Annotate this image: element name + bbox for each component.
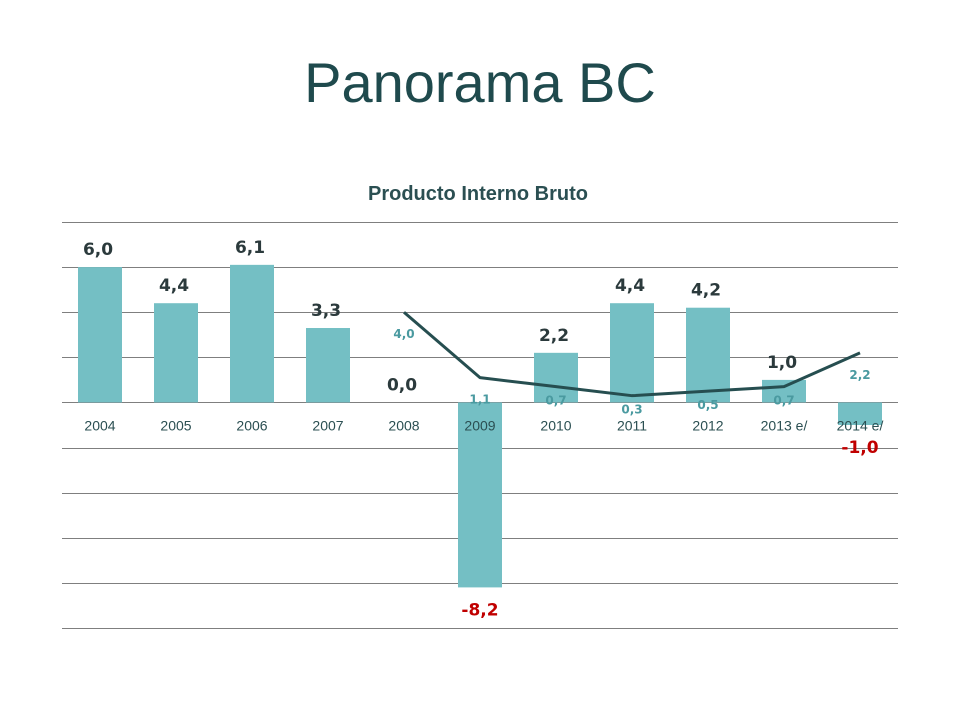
category-label: 2014 e/ xyxy=(837,417,884,433)
bar-value-label: 6,1 xyxy=(235,238,265,258)
bar-value-label: 2,2 xyxy=(539,326,569,346)
bar xyxy=(610,303,654,403)
slide-title: Panorama BC xyxy=(304,51,656,114)
line-value-label: 4,0 xyxy=(393,327,414,341)
line-value-labels: 4,0 1,1 0,7 0,3 0,5 0,7 2,2 xyxy=(393,327,870,416)
category-label: 2005 xyxy=(160,417,191,433)
category-label: 2013 e/ xyxy=(761,417,808,433)
bar-series xyxy=(78,264,882,588)
bar-value-label: 1,0 xyxy=(767,353,797,373)
bar-value-label: -1,0 xyxy=(841,438,878,458)
bar xyxy=(154,303,198,403)
category-labels: 2004 2005 2006 2007 2008 2009 2010 2011 2012 2013… xyxy=(84,417,883,433)
bar xyxy=(306,328,350,403)
category-label: 2004 xyxy=(84,417,115,433)
bar xyxy=(230,264,274,403)
bar xyxy=(838,402,882,425)
category-label: 2011 xyxy=(617,417,647,433)
bar-value-label: 6,0 xyxy=(83,240,113,260)
line-value-label: 0,3 xyxy=(621,403,642,417)
bar-value-label: 0,0 xyxy=(387,375,417,395)
bar-value-label: 4,4 xyxy=(615,276,645,296)
bar-value-label: -8,2 xyxy=(461,600,498,620)
category-label: 2008 xyxy=(388,417,419,433)
line-series xyxy=(403,311,861,398)
line-value-label: 1,1 xyxy=(469,393,490,407)
line-value-label: 0,7 xyxy=(545,394,566,408)
bar xyxy=(762,379,806,403)
category-label: 2006 xyxy=(236,417,267,433)
bar-value-label: 4,2 xyxy=(691,281,721,301)
bar xyxy=(534,352,578,403)
bar-value-label: 4,4 xyxy=(159,276,189,296)
bar xyxy=(458,402,502,588)
category-label: 2012 xyxy=(692,417,723,433)
bar-value-label: 3,3 xyxy=(311,301,341,321)
category-label: 2009 xyxy=(464,417,495,433)
line-path xyxy=(403,311,861,398)
line-value-label: 0,5 xyxy=(697,398,718,412)
line-value-label: 2,2 xyxy=(849,368,870,382)
bar xyxy=(686,307,730,403)
bar-value-labels: 6,0 4,4 6,1 3,3 0,0 -8,2 2,2 4,4 4,2 1,0 -1,0 xyxy=(83,238,879,621)
category-label: 2010 xyxy=(540,417,571,433)
category-label: 2007 xyxy=(312,417,343,433)
chart-title: Producto Interno Bruto xyxy=(368,183,588,205)
line-value-label: 0,7 xyxy=(773,394,794,408)
bar xyxy=(78,267,122,403)
